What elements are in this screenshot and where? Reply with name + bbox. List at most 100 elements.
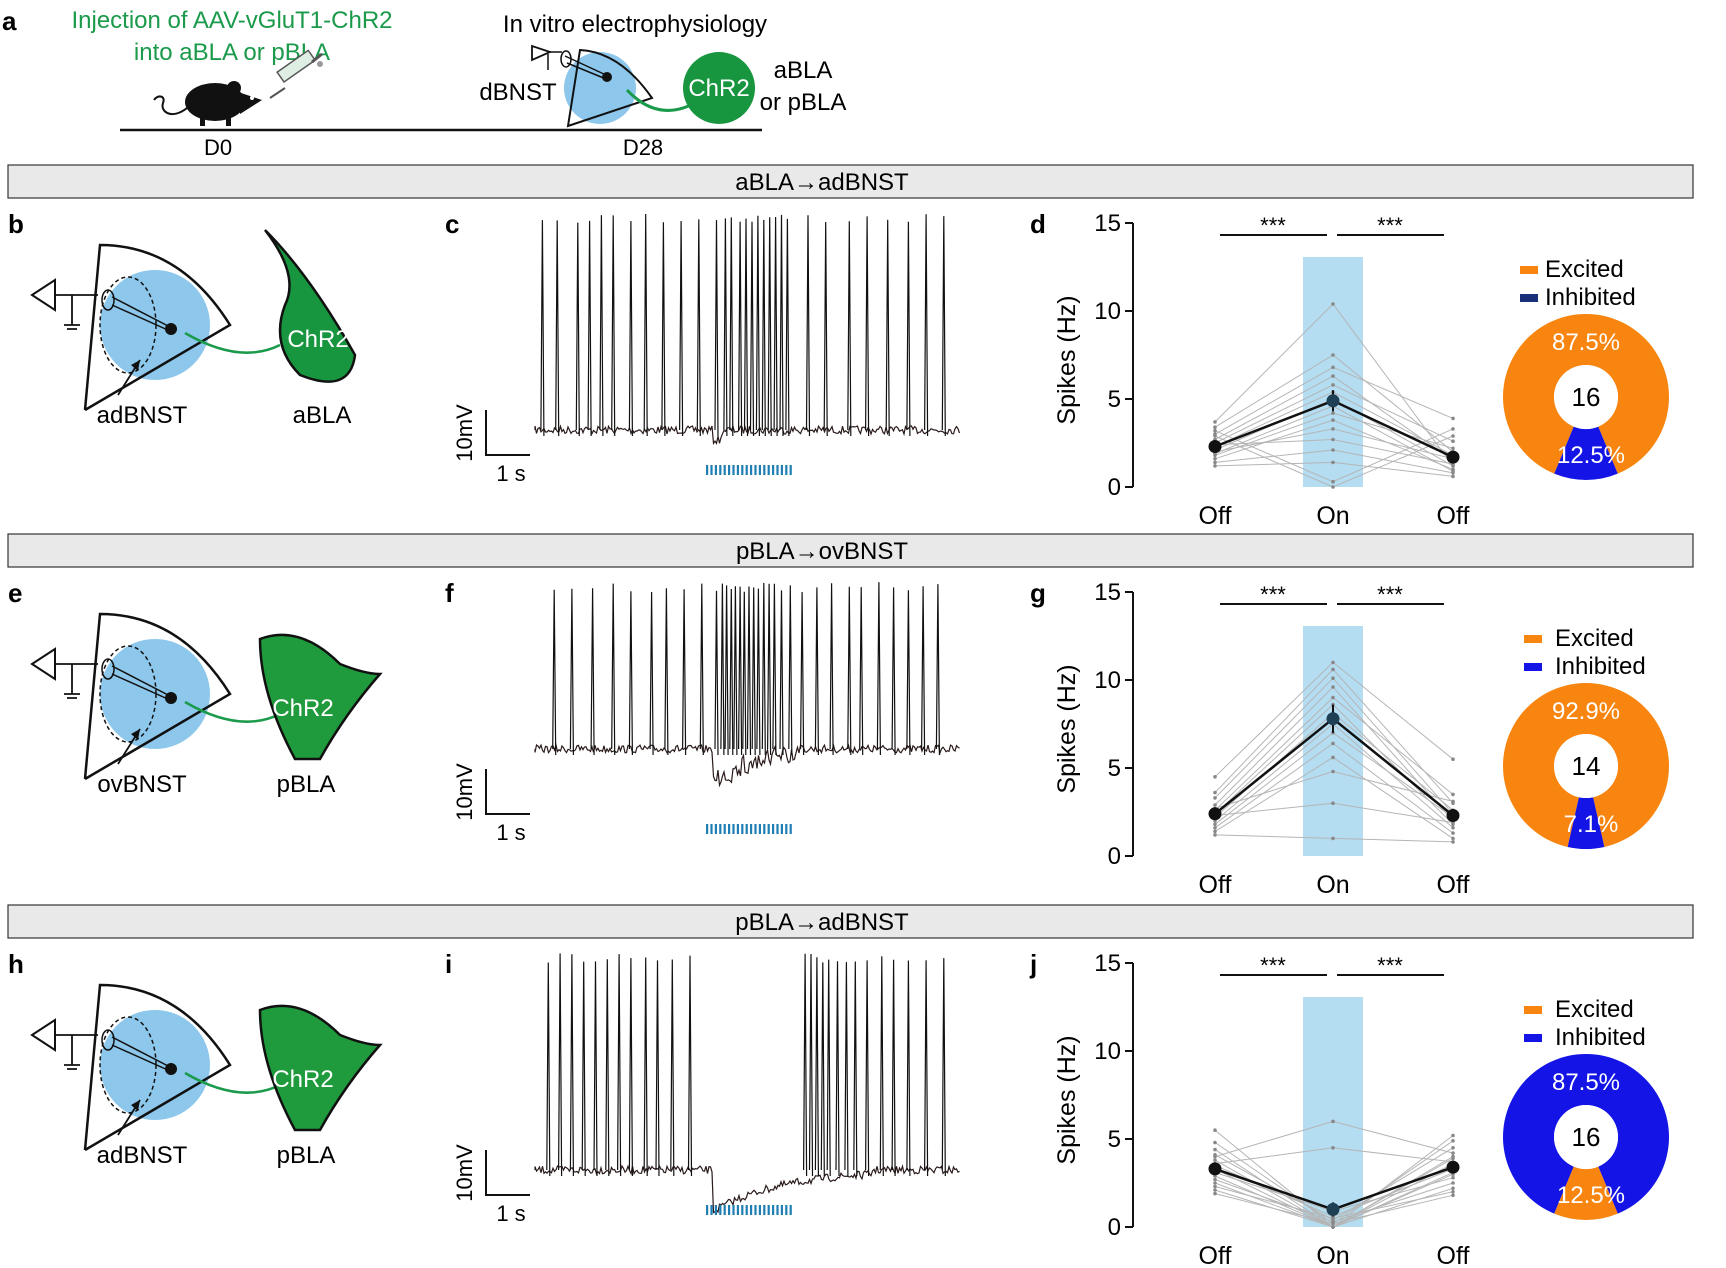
donut-slice-excited [1502,313,1669,474]
x-tick-label: Off [1437,871,1470,899]
action-potential [876,582,881,756]
action-potential [935,584,940,756]
projection-axon [184,700,281,723]
panel-letter-d: d [1030,209,1046,239]
bla-region [258,1004,383,1132]
y-axis-label: Spikes (Hz) [1053,664,1081,793]
action-potential [617,954,622,1177]
individual-point [1451,1190,1455,1194]
donut-slice-excited [1554,1166,1618,1220]
individual-point [1451,799,1455,804]
chr2-label-a: ChR2 [688,75,749,102]
y-tick-label: 5 [1108,1126,1121,1153]
individual-point [1213,1184,1217,1189]
action-potential [823,221,828,437]
panel-a: a Injection of AAV-vGluT1-ChR2 into aBLA… [2,6,846,160]
individual-point [1331,769,1335,774]
light-pulse [723,465,726,475]
action-potential [552,589,557,756]
y-tick-label: 5 [1108,386,1121,413]
voltage-trace: 10mV 1 s [452,213,961,486]
legend-swatch [1520,266,1538,274]
y-tick-label: 15 [1094,579,1121,606]
pipette-line [111,1044,171,1072]
individual-point [1213,460,1217,465]
section-banner-label: aBLA→adBNST [735,169,909,196]
panel-letter-c: c [445,209,459,239]
light-pulse [710,465,713,475]
projection-axon [184,1071,281,1094]
day-28-label: D28 [623,135,663,160]
light-pulse [776,465,779,475]
individual-point [1451,471,1455,475]
individual-point [1213,775,1217,779]
bla-region [258,633,383,761]
individual-point [1213,1140,1217,1145]
individual-point [1213,1181,1217,1185]
individual-point [1451,1151,1455,1155]
action-potential [924,960,929,1177]
action-potential [696,219,701,437]
action-potential [699,583,704,756]
significance-stars: *** [1377,213,1403,238]
light-pulse [728,824,731,834]
bla-region [264,229,357,383]
action-potential [891,959,896,1177]
donut-minor-label: 12.5% [1557,1182,1625,1209]
light-pulse [750,824,753,834]
light-pulse [728,465,731,475]
light-pulse [710,824,713,834]
individual-point [1331,676,1335,680]
ground-icon [55,1034,98,1070]
panel-letter-g: g [1030,578,1046,608]
membrane-potential [534,742,960,788]
light-pulse [767,1205,770,1215]
mean-point [1446,809,1460,822]
light-pulse [789,1205,792,1215]
pipette-line [111,673,171,701]
individual-point [1213,790,1217,795]
x-tick-label: On [1316,871,1349,899]
mouse-icon [153,81,262,126]
action-potential [738,221,743,437]
donut-slice-inhibited [1554,426,1618,480]
individual-point [1331,479,1335,484]
light-pulse [758,465,761,475]
action-potential [587,220,592,437]
action-potential [581,961,586,1177]
light-pulse [719,1205,722,1215]
projection-axon [184,331,281,354]
individual-point [1451,1146,1455,1150]
action-potential [714,220,719,437]
donut-hole [1554,734,1618,798]
action-potential [729,588,734,756]
pipette-tip [101,289,115,311]
light-pulse [706,824,709,834]
mean-point [1326,712,1340,726]
individual-point [1331,411,1335,415]
light-pulse [758,1205,761,1215]
light-pulse [763,465,766,475]
action-potential [772,583,777,756]
action-potential [805,215,811,437]
section-banner [7,164,1694,199]
bla-label: aBLA [293,402,352,429]
action-potential [546,962,551,1177]
light-pulse [785,1205,788,1215]
y-axis-label: Spikes (Hz) [1053,1035,1081,1164]
action-potential [746,586,752,756]
individual-point [1451,831,1455,835]
mean-point [1208,807,1222,821]
individual-point [1213,829,1217,834]
individual-point [1331,383,1335,387]
target-label-line2: or pBLA [760,89,847,116]
light-pulse [763,1205,766,1215]
mean-point [1208,1162,1222,1176]
individual-point [1451,416,1455,421]
panel-letter-h: h [8,949,24,979]
donut-slice-inhibited [1567,797,1605,849]
panel-letter-a: a [2,6,17,36]
light-stimulation [706,1205,792,1215]
action-potential [859,587,864,756]
